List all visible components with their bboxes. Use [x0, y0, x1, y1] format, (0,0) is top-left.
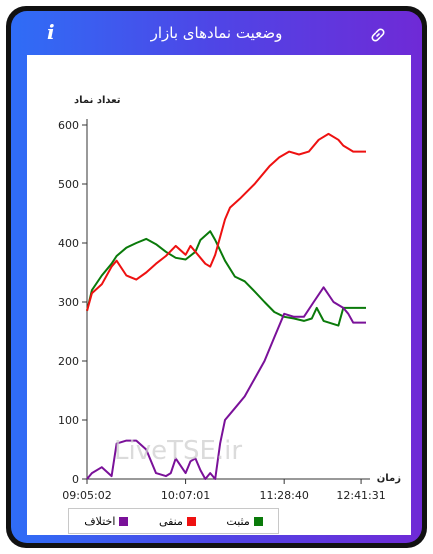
series-line-1	[86, 132, 366, 312]
legend-item[interactable]: منفی	[159, 515, 196, 528]
card-title: وضعیت نمادهای بازار	[150, 24, 283, 42]
x-tick-label: 09:05:02	[62, 489, 111, 502]
y-tick-label: 600	[58, 119, 79, 132]
legend-swatch	[186, 516, 196, 526]
x-axis-label: زمان	[377, 473, 401, 484]
info-icon[interactable]: i	[47, 20, 55, 44]
series-line-0	[86, 230, 366, 327]
y-tick-label: 200	[58, 355, 79, 368]
y-axis-label: تعداد نماد	[74, 95, 121, 106]
legend-label: منفی	[158, 514, 183, 528]
series-line-2	[86, 286, 366, 480]
x-tick-label: 10:07:01	[161, 489, 210, 502]
chart-panel: 0 100 200 300 400 500 600 09:05:02 10:07:01 11:28…	[27, 55, 411, 535]
legend-item[interactable]: اختلاف	[84, 514, 129, 528]
chart-series	[86, 132, 366, 480]
y-tick-label: 0	[72, 473, 79, 486]
legend-label: مثبت	[226, 514, 250, 528]
x-tick-label: 11:28:40	[259, 489, 308, 502]
legend-swatch	[253, 516, 263, 526]
y-tick-label: 500	[58, 178, 79, 191]
y-tick-label: 100	[58, 414, 79, 427]
watermark: LiveTSE.ir	[114, 436, 242, 466]
legend-item[interactable]: مثبت	[226, 514, 263, 528]
market-status-chart: 0 100 200 300 400 500 600 09:05:02 10:07:01 11:28…	[58, 95, 401, 502]
legend-swatch	[119, 516, 129, 526]
market-status-card: i وضعیت نمادهای بازار 0 100 200 300 400 500 60…	[11, 11, 422, 543]
y-tick-label: 400	[58, 237, 79, 250]
link-icon[interactable]	[371, 28, 385, 42]
x-tick-label: 12:41:31	[336, 489, 385, 502]
chart-legend: مثبت منفی اختلاف	[68, 508, 279, 534]
legend-label: اختلاف	[84, 514, 116, 528]
y-tick-label: 300	[58, 296, 79, 309]
card-header: i وضعیت نمادهای بازار	[11, 11, 422, 55]
chart-axes: 0 100 200 300 400 500 600 09:05:02 10:07:01 11:28…	[58, 119, 386, 502]
